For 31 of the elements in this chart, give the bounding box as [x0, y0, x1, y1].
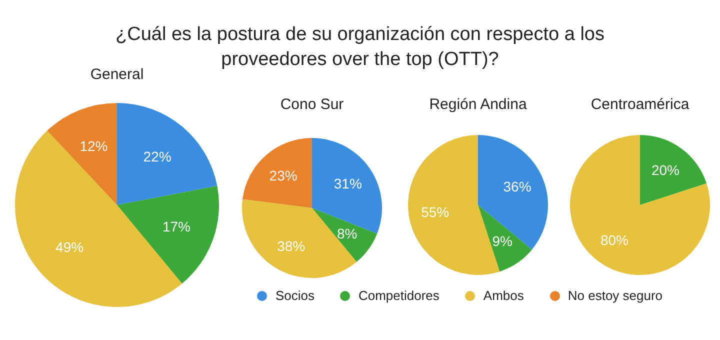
legend-label: Ambos: [483, 288, 524, 303]
data-label: 31%: [334, 176, 362, 192]
pie-slice: [478, 205, 532, 272]
chart-subtitle: Centroamérica: [590, 96, 690, 113]
legend-label: No estoy seguro: [568, 288, 663, 303]
data-label: 38%: [277, 238, 306, 254]
data-label: 36%: [503, 178, 532, 195]
data-label: 12%: [80, 138, 108, 154]
data-label: 17%: [162, 218, 191, 234]
pie-slice: [117, 186, 219, 284]
legend-label: Competidores: [358, 288, 440, 303]
data-label: 22%: [143, 148, 172, 164]
data-label: 8%: [336, 226, 358, 242]
pie-slice: [478, 135, 548, 250]
pie-slice: [570, 135, 710, 275]
data-label: 55%: [421, 204, 450, 220]
pie-slice: [242, 199, 357, 278]
data-label: 80%: [600, 232, 629, 248]
pie-slice: [47, 103, 117, 205]
chart-subtitle: Región Andina: [428, 96, 528, 113]
data-label: 23%: [269, 167, 298, 184]
chart-subtitle: General: [89, 66, 145, 83]
data-label: 20%: [651, 162, 680, 178]
pie-slice: [640, 135, 707, 205]
data-label: 9%: [492, 232, 513, 249]
chart-subtitle: Cono Sur: [279, 96, 345, 113]
pie-slice: [312, 208, 378, 262]
pie-slice: [242, 138, 312, 208]
legend-label: Socios: [275, 288, 314, 303]
pie-slice: [117, 103, 218, 205]
data-label: 49%: [56, 238, 84, 255]
